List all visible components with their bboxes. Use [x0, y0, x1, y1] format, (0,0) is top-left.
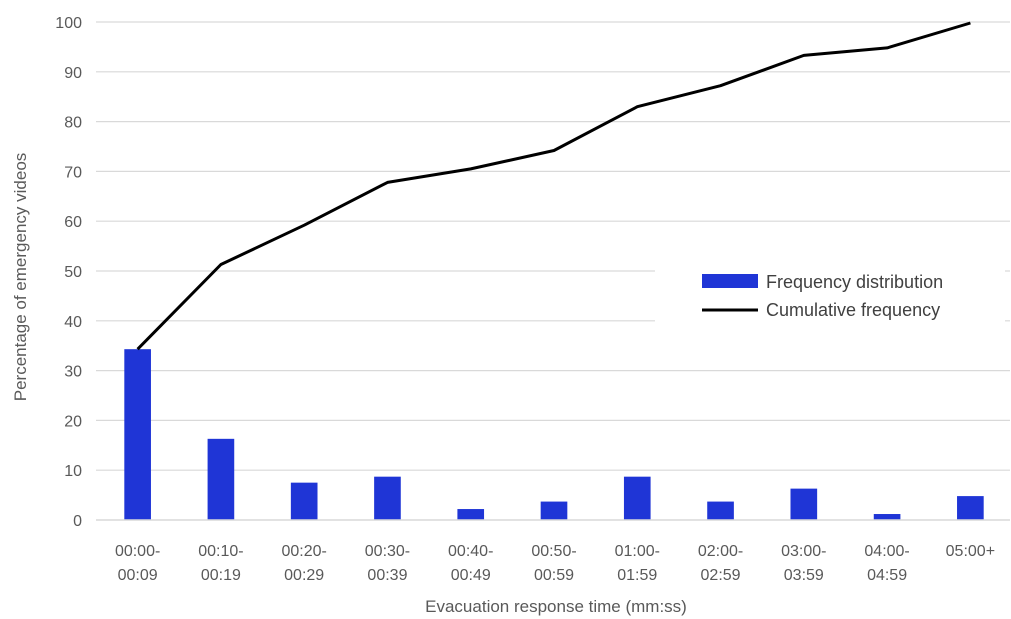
bar: [623, 476, 651, 520]
cumulative-frequency-line: [136, 21, 971, 351]
bar: [457, 509, 485, 520]
gridlines: [96, 21, 1010, 471]
bar: [790, 488, 818, 520]
y-tick-label: 0: [73, 513, 82, 530]
bar: [374, 476, 401, 520]
y-tick-label: 90: [64, 65, 82, 82]
x-tick-label: 00:10-00:19: [198, 543, 243, 584]
legend-swatch-frequency: [702, 274, 758, 288]
y-tick-label: 30: [64, 364, 82, 381]
x-axis-ticks: 00:00-00:09 00:10-00:19 00:20-00:29 00:30-0…: [115, 543, 995, 584]
x-tick-label: 01:00-01:59: [615, 543, 660, 584]
legend-label-frequency: Frequency distribution: [766, 272, 943, 292]
bar: [957, 496, 984, 520]
bar: [540, 501, 568, 520]
y-tick-label: 70: [64, 164, 82, 181]
x-tick-label: 00:20-00:29: [281, 543, 326, 584]
x-tick-label: 00:50-00:59: [531, 543, 576, 584]
bar: [207, 438, 235, 520]
y-tick-label: 10: [64, 463, 82, 480]
x-tick-label: 02:00-02:59: [698, 543, 743, 584]
x-tick-label: 04:00-04:59: [864, 543, 909, 584]
x-tick-label: 05:00+: [946, 543, 995, 560]
bar: [290, 482, 318, 520]
bars: [124, 349, 984, 520]
y-tick-label: 50: [64, 264, 82, 281]
y-tick-label: 60: [64, 214, 82, 231]
x-tick-label: 03:00-03:59: [781, 543, 826, 584]
y-tick-label: 100: [55, 15, 82, 32]
x-tick-label: 00:00-00:09: [115, 543, 160, 584]
bar: [124, 349, 151, 520]
x-axis-title: Evacuation response time (mm:ss): [425, 597, 687, 616]
legend-background: [655, 262, 1005, 330]
x-tick-label: 00:40-00:49: [448, 543, 493, 584]
bar: [707, 501, 734, 520]
y-tick-label: 20: [64, 413, 82, 430]
y-tick-label: 80: [64, 115, 82, 132]
y-axis-title: Percentage of emergency videos: [11, 153, 30, 402]
legend-label-cumulative: Cumulative frequency: [766, 300, 940, 320]
y-tick-label: 40: [64, 314, 82, 331]
y-axis-ticks: 0 10 20 30 40 50 60 70 80 90 100: [55, 15, 82, 530]
legend: Frequency distribution Cumulative freque…: [702, 272, 943, 320]
bar: [873, 514, 901, 520]
x-tick-label: 00:30-00:39: [365, 543, 410, 584]
